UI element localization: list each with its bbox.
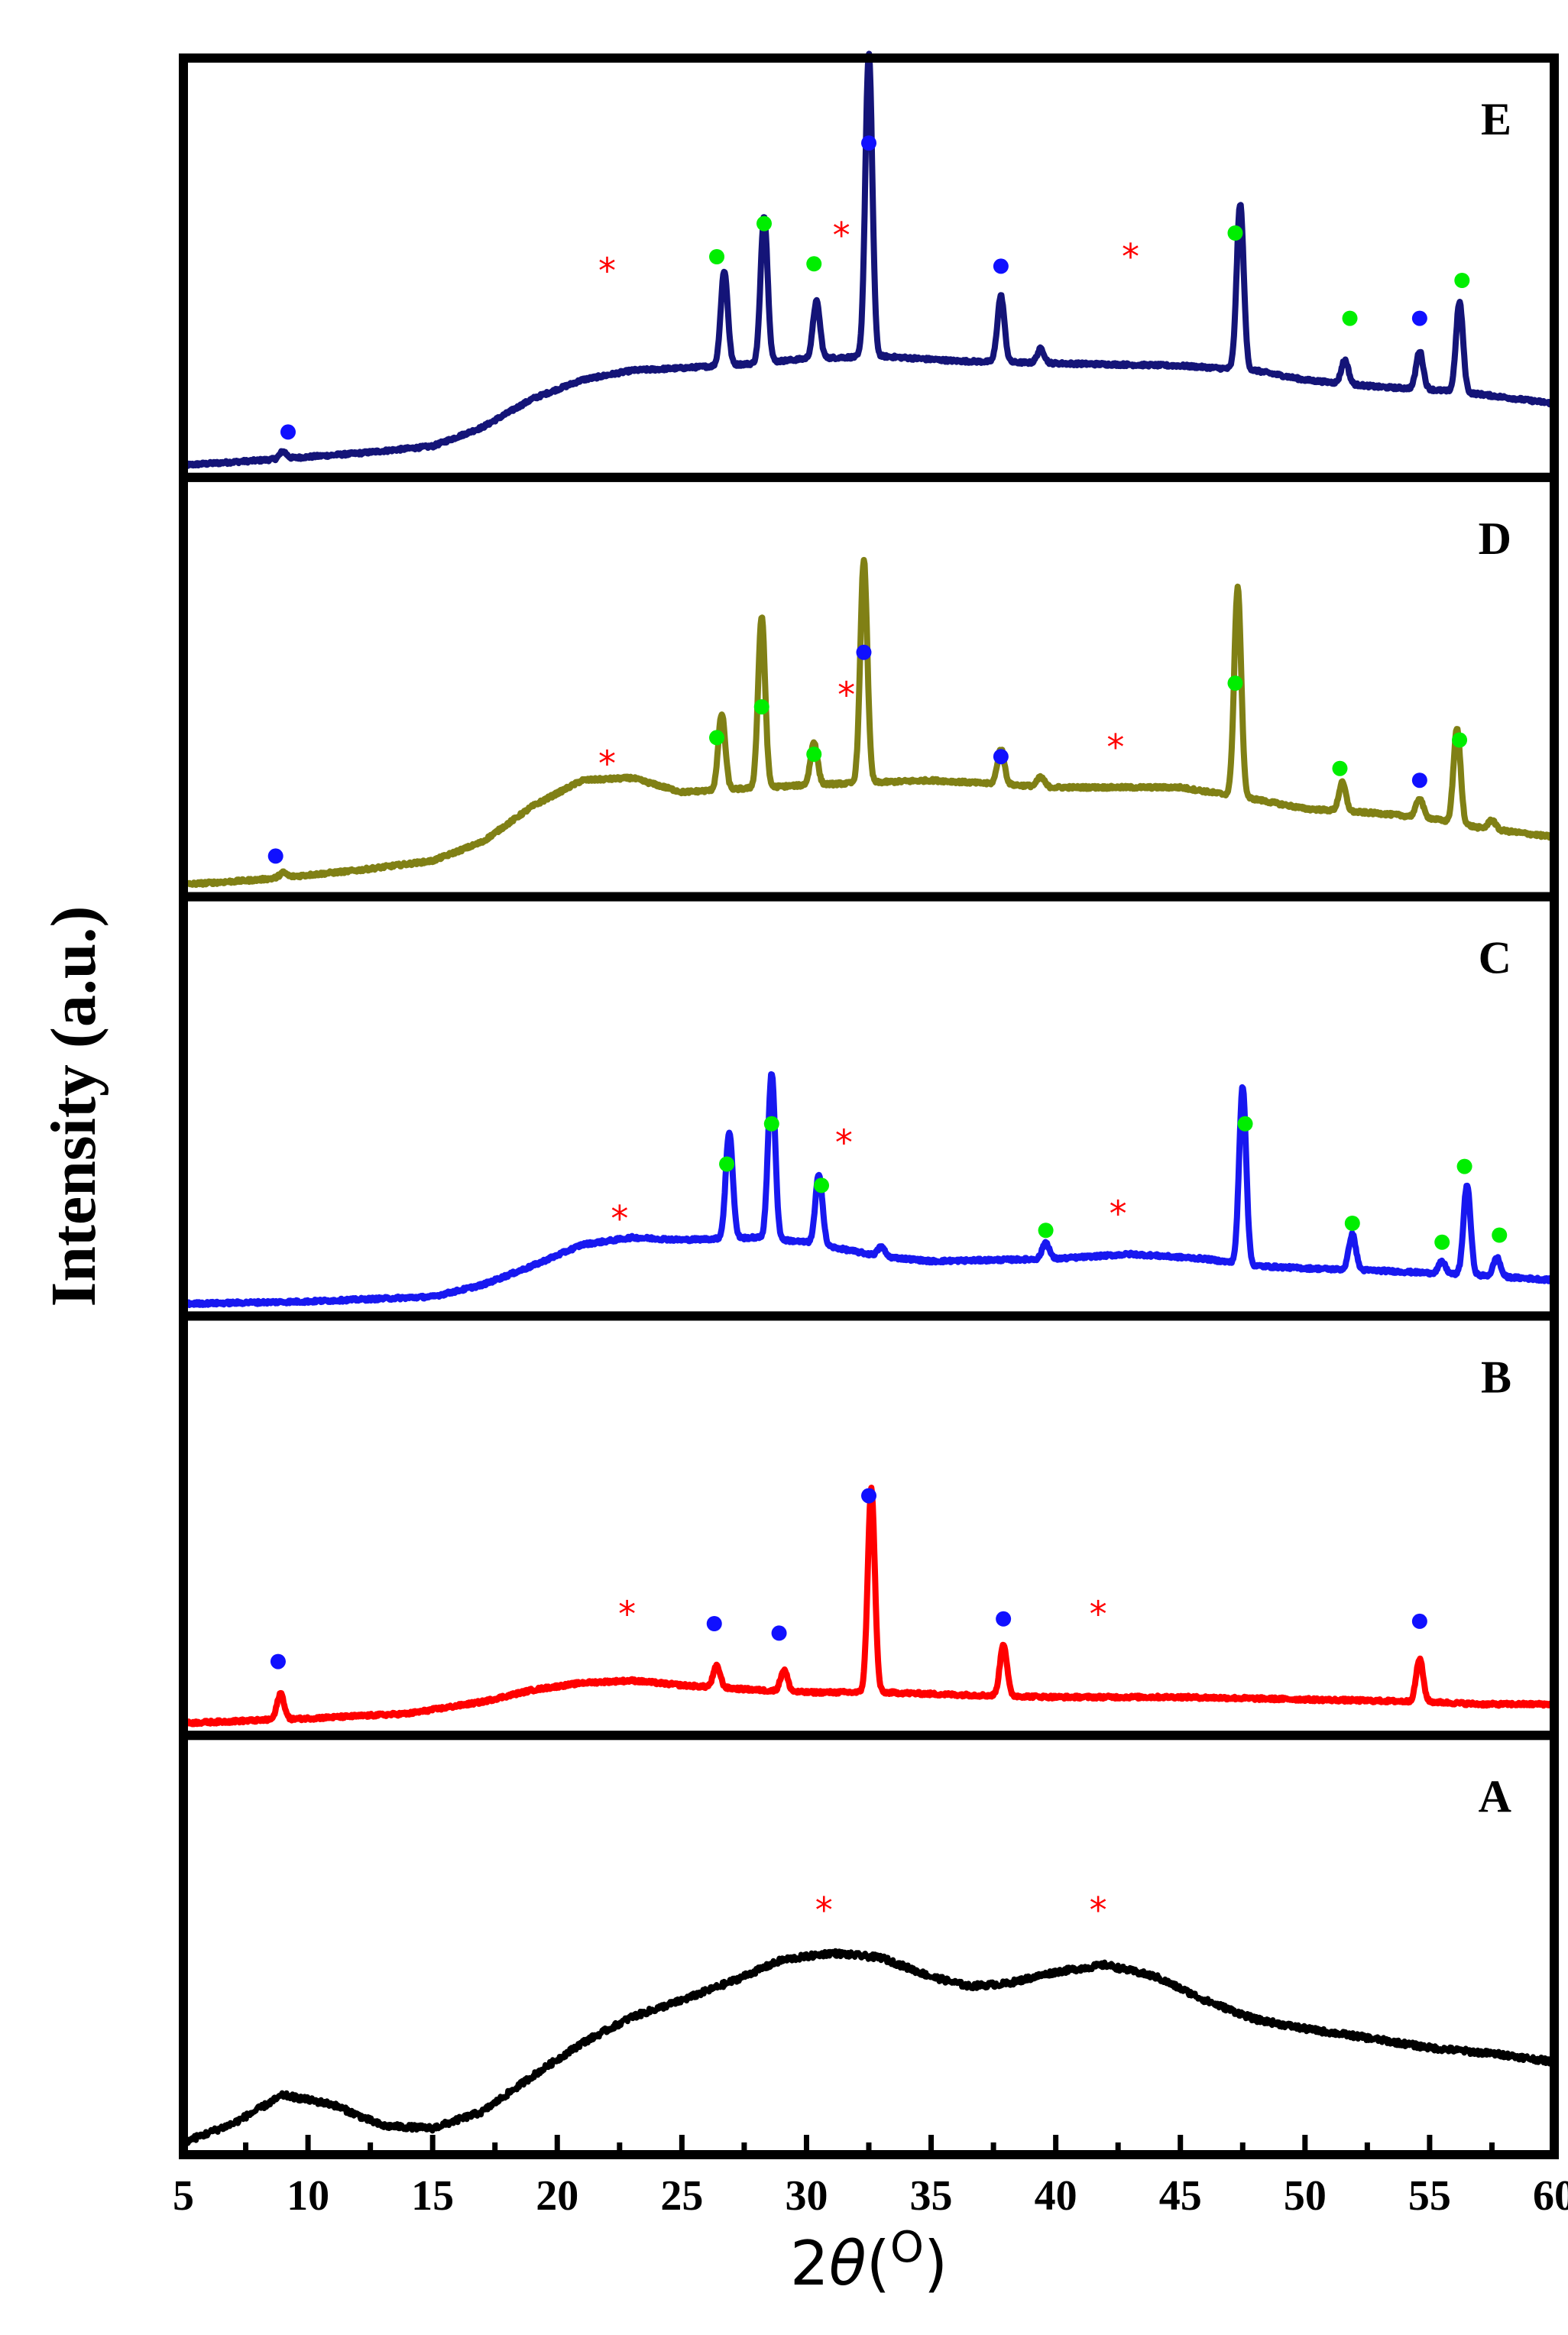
amorphous-marker-A-1: * xyxy=(1090,1890,1107,1931)
green-phase-marker-C-6 xyxy=(1434,1234,1450,1250)
blue-phase-marker-D-2 xyxy=(993,749,1009,765)
x-axis-label-theta: θ xyxy=(829,2228,867,2299)
x-tick-label-55: 55 xyxy=(1408,2172,1451,2220)
phase-markers: * * * * * * * * * * * * * xyxy=(267,135,1508,1931)
green-phase-marker-E-1 xyxy=(756,215,773,232)
amorphous-marker-C-2: * xyxy=(1110,1193,1127,1235)
green-phase-marker-D-1 xyxy=(753,699,769,715)
blue-phase-marker-B-3 xyxy=(861,1488,876,1504)
series-line-A xyxy=(181,1948,1557,2146)
amorphous-marker-E-1: * xyxy=(833,215,850,256)
y-axis-label: Intensity (a.u.) xyxy=(38,905,109,1307)
x-axis-label-sup: O xyxy=(890,2223,924,2272)
amorphous-marker-C-0: * xyxy=(611,1198,628,1239)
green-phase-marker-D-4 xyxy=(1332,760,1348,776)
blue-phase-marker-E-1 xyxy=(861,135,876,151)
x-tick-label-10: 10 xyxy=(287,2172,329,2220)
green-phase-marker-D-5 xyxy=(1452,732,1468,748)
green-phase-marker-C-4 xyxy=(1237,1116,1253,1132)
x-tick-label-45: 45 xyxy=(1159,2172,1202,2220)
x-axis-label: 2θ(O) xyxy=(790,2223,948,2299)
blue-phase-marker-D-3 xyxy=(1411,772,1427,789)
x-tick-label-25: 25 xyxy=(660,2172,703,2220)
amorphous-marker-A-0: * xyxy=(815,1890,833,1931)
amorphous-marker-E-2: * xyxy=(1122,236,1139,277)
green-phase-marker-C-7 xyxy=(1456,1158,1472,1174)
blue-phase-marker-B-5 xyxy=(1411,1613,1427,1629)
x-tick-label-30: 30 xyxy=(785,2172,828,2220)
blue-phase-marker-B-4 xyxy=(996,1611,1012,1627)
x-tick-label-60: 60 xyxy=(1533,2172,1568,2220)
x-axis-label-open: ( xyxy=(867,2228,890,2299)
green-phase-marker-C-5 xyxy=(1344,1216,1360,1231)
x-axis-label-prefix: 2 xyxy=(790,2228,829,2299)
chart-labels: Intensity (a.u.) 2θ(O) xyxy=(38,905,948,2299)
x-axis-ticks: 5 10 15 20 25 30 35 40 45 50 55 60 xyxy=(173,2135,1568,2220)
green-phase-marker-D-0 xyxy=(709,730,725,746)
green-phase-marker-E-2 xyxy=(806,256,822,272)
green-phase-marker-E-0 xyxy=(709,249,725,264)
green-phase-marker-E-3 xyxy=(1227,225,1243,241)
amorphous-marker-B-0: * xyxy=(618,1594,636,1635)
x-tick-label-40: 40 xyxy=(1035,2172,1077,2220)
x-tick-label-5: 5 xyxy=(173,2172,194,2220)
green-phase-marker-D-2 xyxy=(806,746,822,763)
green-phase-marker-D-3 xyxy=(1227,675,1243,691)
blue-phase-marker-B-0 xyxy=(270,1653,286,1669)
green-phase-marker-C-3 xyxy=(1038,1223,1054,1239)
panel-label-D: D xyxy=(1479,513,1511,564)
diffraction-traces xyxy=(180,50,1557,2146)
x-tick-label-35: 35 xyxy=(910,2172,953,2220)
x-tick-label-20: 20 xyxy=(536,2172,578,2220)
amorphous-marker-E-0: * xyxy=(598,251,616,292)
x-axis-label-close: ) xyxy=(924,2228,948,2299)
amorphous-marker-D-1: * xyxy=(837,675,855,716)
blue-phase-marker-E-0 xyxy=(280,424,296,440)
amorphous-marker-D-0: * xyxy=(598,743,616,785)
amorphous-marker-C-1: * xyxy=(835,1122,853,1164)
green-phase-marker-C-2 xyxy=(814,1177,830,1193)
blue-phase-marker-D-1 xyxy=(856,644,872,660)
panel-frames: E D C B A xyxy=(179,53,1559,2159)
x-tick-label-15: 15 xyxy=(411,2172,454,2220)
x-tick-label-50: 50 xyxy=(1284,2172,1327,2220)
green-phase-marker-E-5 xyxy=(1454,273,1470,288)
panel-label-B: B xyxy=(1481,1352,1511,1402)
panel-label-C: C xyxy=(1479,933,1511,983)
blue-phase-marker-B-2 xyxy=(771,1625,787,1641)
blue-phase-marker-B-1 xyxy=(706,1616,722,1631)
series-line-B xyxy=(180,1485,1557,1728)
series-line-E xyxy=(180,50,1557,469)
blue-phase-marker-D-0 xyxy=(267,848,283,864)
green-phase-marker-C-8 xyxy=(1492,1227,1508,1243)
green-phase-marker-C-1 xyxy=(763,1116,779,1132)
green-phase-marker-E-4 xyxy=(1342,310,1358,326)
series-line-D xyxy=(181,556,1557,889)
green-phase-marker-C-0 xyxy=(719,1156,735,1172)
panel-label-E: E xyxy=(1481,94,1511,144)
series-line-C xyxy=(181,1071,1557,1308)
amorphous-marker-D-2: * xyxy=(1106,727,1124,768)
panel-label-A: A xyxy=(1479,1771,1511,1822)
blue-phase-marker-E-3 xyxy=(1411,310,1427,326)
blue-phase-marker-E-2 xyxy=(993,258,1009,274)
amorphous-marker-B-1: * xyxy=(1090,1594,1107,1635)
panel-frame-A xyxy=(179,1731,1559,2159)
